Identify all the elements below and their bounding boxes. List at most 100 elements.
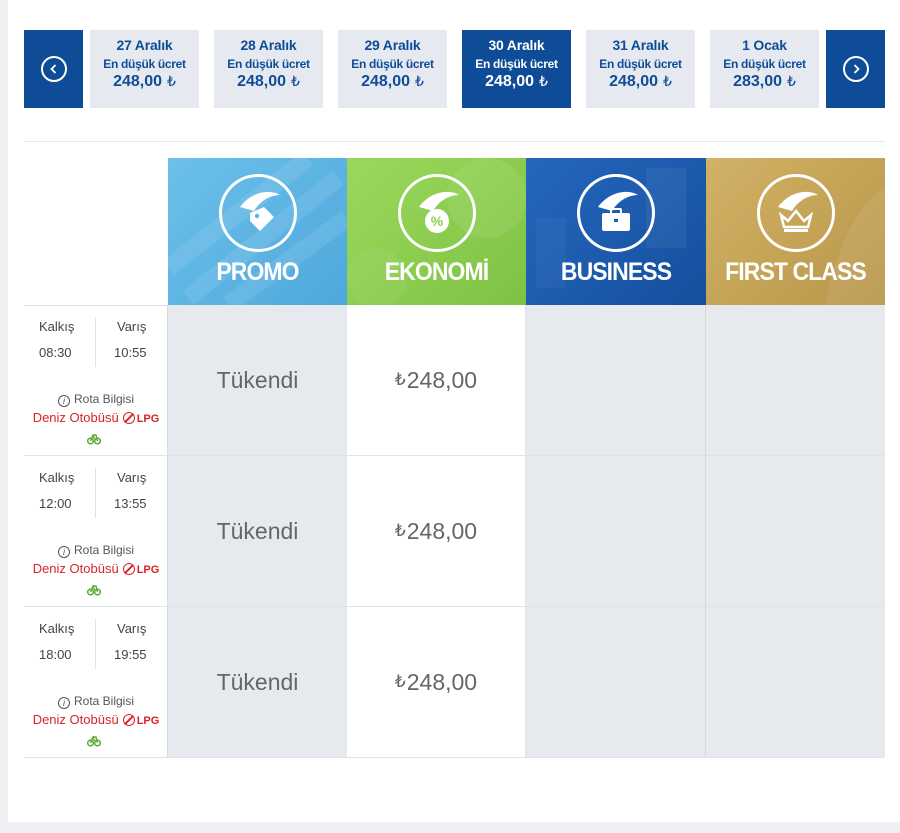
lpg-label: LPG <box>136 564 160 576</box>
svg-text:%: % <box>430 213 443 229</box>
lpg-label: LPG <box>136 715 160 727</box>
economy-fare-cell[interactable]: ₺ 248,00 <box>347 305 526 455</box>
arrival-time: 13:55 <box>114 496 147 511</box>
route-info-label: Rota Bilgisi <box>73 694 135 708</box>
currency-symbol: ₺ <box>394 370 406 389</box>
row-divider <box>24 606 885 607</box>
route-info-label: Rota Bilgisi <box>73 543 135 557</box>
currency-symbol: ₺ <box>167 73 176 89</box>
promo-fare-cell: Tükendi <box>168 607 347 757</box>
currency-symbol: ₺ <box>415 73 424 89</box>
background-pattern <box>826 188 885 305</box>
departure-label: Kalkış <box>39 621 75 636</box>
divider <box>24 141 885 142</box>
date-card-3-selected[interactable]: 30 Aralık En düşük ücret 248,00 ₺ <box>462 30 571 108</box>
business-fare-cell <box>526 305 706 455</box>
date-price: 248,00 <box>485 73 534 90</box>
date-label: 1 Ocak <box>742 37 787 53</box>
lowest-fare-label: En düşük ücret <box>351 57 434 71</box>
lpg-label: LPG <box>136 413 160 425</box>
arrival-label: Varış <box>117 470 147 485</box>
tag-icon <box>218 174 297 252</box>
first-class-fare-cell <box>706 456 885 606</box>
route-info-link[interactable]: i Rota Bilgisi <box>24 392 168 407</box>
bicycle-icon <box>87 585 101 596</box>
currency-symbol: ₺ <box>394 672 406 691</box>
divider <box>95 317 96 367</box>
departure-time: 18:00 <box>39 647 72 662</box>
currency-symbol: ₺ <box>394 521 406 540</box>
prev-date-button[interactable] <box>24 30 83 108</box>
crown-icon <box>756 174 835 252</box>
vessel-name: Deniz Otobüsü <box>32 561 119 576</box>
sold-out-label: Tükendi <box>216 366 299 393</box>
date-price: 248,00 <box>113 73 162 90</box>
vessel-type: Deniz Otobüsü LPG <box>24 561 168 576</box>
class-header-business[interactable]: BUSINESS <box>526 158 706 305</box>
trip-info-2: Kalkış Varış 12:00 13:55 i Rota Bilgisi D… <box>24 456 168 606</box>
info-icon: i <box>57 395 70 407</box>
fare-price: 248,00 <box>406 668 478 695</box>
date-card-2[interactable]: 29 Aralık En düşük ücret 248,00 ₺ <box>338 30 447 108</box>
lowest-fare-label: En düşük ücret <box>723 57 806 71</box>
departure-time: 08:30 <box>39 345 72 360</box>
date-label: 29 Aralık <box>364 37 421 53</box>
trip-info-1: Kalkış Varış 08:30 10:55 i Rota Bilgisi D… <box>24 305 168 455</box>
date-label: 31 Aralık <box>612 37 669 53</box>
departure-time: 12:00 <box>39 496 72 511</box>
economy-fare-cell[interactable]: ₺ 248,00 <box>347 456 526 606</box>
economy-fare-cell[interactable]: ₺ 248,00 <box>347 607 526 757</box>
no-entry-icon <box>122 563 135 575</box>
lowest-fare-label: En düşük ücret <box>227 57 310 71</box>
bicycle-icon <box>87 434 101 445</box>
arrival-label: Varış <box>117 621 147 636</box>
currency-symbol: ₺ <box>291 73 300 89</box>
discount-badge-icon: % <box>397 174 476 252</box>
arrival-time: 19:55 <box>114 647 147 662</box>
route-info-link[interactable]: i Rota Bilgisi <box>24 694 168 709</box>
column-divider <box>167 305 168 757</box>
date-card-0[interactable]: 27 Aralık En düşük ücret 248,00 ₺ <box>90 30 199 108</box>
departure-label: Kalkış <box>39 470 75 485</box>
promo-fare-cell: Tükendi <box>168 456 347 606</box>
class-header-promo[interactable]: PROMO <box>168 158 347 305</box>
business-fare-cell <box>526 456 706 606</box>
divider <box>95 619 96 669</box>
lowest-fare-label: En düşük ücret <box>599 57 682 71</box>
route-info-label: Rota Bilgisi <box>73 392 135 406</box>
trip-info-3: Kalkış Varış 18:00 19:55 i Rota Bilgisi D… <box>24 607 168 757</box>
class-name: FIRST CLASS <box>725 258 867 286</box>
briefcase-icon <box>577 174 655 252</box>
first-class-fare-cell <box>706 305 885 455</box>
vessel-type: Deniz Otobüsü LPG <box>24 712 168 727</box>
first-class-fare-cell <box>706 607 885 757</box>
vessel-name: Deniz Otobüsü <box>32 712 119 727</box>
fare-price: 248,00 <box>406 366 478 393</box>
currency-symbol: ₺ <box>787 73 796 89</box>
date-price: 283,00 <box>733 73 782 90</box>
date-card-5[interactable]: 1 Ocak En düşük ücret 283,00 ₺ <box>710 30 819 108</box>
class-name: BUSINESS <box>560 258 672 286</box>
divider <box>95 468 96 518</box>
row-divider <box>24 757 885 758</box>
info-icon: i <box>57 697 70 709</box>
route-info-link[interactable]: i Rota Bilgisi <box>24 543 168 558</box>
date-card-1[interactable]: 28 Aralık En düşük ücret 248,00 ₺ <box>214 30 323 108</box>
currency-symbol: ₺ <box>663 73 672 89</box>
sold-out-label: Tükendi <box>216 668 299 695</box>
arrival-label: Varış <box>117 319 147 334</box>
next-date-button[interactable] <box>826 30 885 108</box>
date-card-4[interactable]: 31 Aralık En düşük ücret 248,00 ₺ <box>586 30 695 108</box>
lowest-fare-label: En düşük ücret <box>103 57 186 71</box>
class-name: EKONOMİ <box>384 258 489 286</box>
vessel-type: Deniz Otobüsü LPG <box>24 410 168 425</box>
vessel-name: Deniz Otobüsü <box>32 410 119 425</box>
sold-out-label: Tükendi <box>216 517 299 544</box>
class-header-first-class[interactable]: FIRST CLASS <box>706 158 885 305</box>
chevron-right-circle-icon <box>842 56 869 82</box>
date-price: 248,00 <box>609 73 658 90</box>
chevron-left-circle-icon <box>40 56 67 82</box>
date-label: 28 Aralık <box>240 37 297 53</box>
no-entry-icon <box>122 412 135 424</box>
class-header-economy[interactable]: % EKONOMİ <box>347 158 526 305</box>
